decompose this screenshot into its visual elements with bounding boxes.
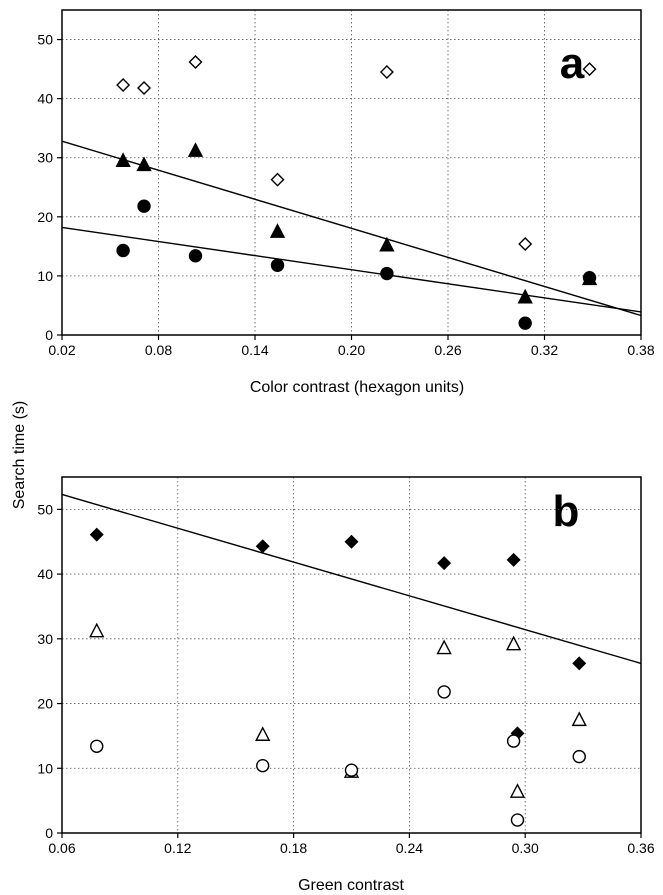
chart-panel-a: a Color contrast (hexagon units) 0.02 0.0… — [37, 9, 655, 396]
panel-b-point-triangle — [505, 635, 522, 651]
panel-a-point-circle — [582, 270, 597, 285]
panel-b-point-diamond — [255, 539, 270, 554]
panel-a-point-triangle — [136, 156, 152, 172]
panel-a-point-circle — [116, 243, 130, 258]
panel-b-x-tick-label: 0.12 — [164, 840, 191, 856]
panel-a-point-triangle — [269, 223, 286, 238]
panel-a-y-tick-label: 40 — [37, 91, 53, 107]
panel-a-point-diamond — [270, 172, 285, 187]
panel-b-x-tick-label: 0.18 — [280, 840, 307, 856]
panel-a-x-tick-label: 0.14 — [241, 342, 268, 358]
panel-a-point-circle — [137, 199, 151, 213]
panel-b-x-axis-label: Green contrast — [298, 877, 404, 894]
panel-b-y-tick-label: 30 — [37, 631, 53, 647]
panel-a-point-triangle — [379, 236, 395, 252]
panel-b-point-triangle — [571, 711, 587, 727]
panel-a-point-circle — [380, 266, 394, 281]
panel-a-point-triangle — [187, 142, 204, 157]
panel-a-y-tick-label: 20 — [37, 209, 53, 225]
panel-b-point-circle — [572, 749, 586, 764]
panel-b-y-tick-label: 40 — [37, 566, 53, 582]
panel-a-point-diamond — [379, 65, 394, 80]
panel-a-point-diamond — [188, 55, 203, 69]
panel-b-point-circle — [90, 739, 104, 753]
panel-b-y-tick-label: 10 — [37, 760, 53, 776]
panel-b-point-triangle — [509, 783, 526, 798]
panel-b-y-tick-label: 20 — [37, 696, 53, 712]
panel-a-y-tick-label: 50 — [37, 32, 53, 48]
panel-a-y-tick-label: 0 — [45, 327, 53, 343]
panel-a-y-tick-label: 10 — [37, 268, 53, 284]
panel-a-point-diamond — [518, 237, 533, 251]
chart-panel-b: b Green contrast 0.06 0.12 0.18 0.24 0.30 0.3… — [37, 476, 655, 894]
panel-b-x-tick-label: 0.24 — [396, 840, 423, 856]
panel-a-point-diamond — [116, 78, 131, 93]
panel-a-x-tick-label: 0.26 — [434, 342, 461, 358]
y-axis-label: Search time (s) — [11, 401, 28, 509]
panel-b-point-circle — [344, 763, 359, 777]
panel-b-point-diamond — [89, 527, 104, 542]
panel-b-label: b — [553, 487, 580, 536]
panel-a-point-diamond — [582, 62, 597, 77]
panel-b-point-triangle — [255, 726, 271, 741]
panel-a-point-triangle — [115, 152, 131, 167]
panel-a-x-axis-label: Color contrast (hexagon units) — [250, 379, 464, 396]
panel-a-point-circle — [270, 258, 285, 272]
panel-b-y-tick-label: 0 — [45, 825, 53, 841]
panel-b-point-diamond — [572, 656, 587, 671]
panel-a-point-circle — [518, 316, 532, 330]
panel-b-point-circle — [256, 758, 270, 773]
panel-b-point-diamond — [506, 552, 521, 567]
panel-a-y-tick-label: 30 — [37, 150, 53, 166]
panel-b-x-tick-label: 0.36 — [627, 840, 654, 856]
panel-b-point-triangle — [89, 622, 105, 638]
panel-a-x-tick-label: 0.08 — [145, 342, 172, 358]
panel-b-point-diamond — [344, 534, 359, 549]
panel-a-point-circle — [188, 249, 203, 263]
panel-b-point-triangle — [436, 639, 452, 655]
panel-a-point-diamond — [137, 81, 152, 95]
panel-b-plot-frame — [61, 476, 642, 834]
panel-a-x-tick-label: 0.20 — [338, 342, 365, 358]
panel-a-x-tick-label: 0.02 — [48, 342, 75, 358]
panel-b-y-tick-label: 50 — [37, 501, 53, 517]
panel-a-trend-line — [61, 226, 642, 313]
panel-b-point-circle — [437, 685, 451, 699]
panel-b-point-circle — [506, 734, 521, 748]
panel-a-label: a — [560, 39, 585, 88]
panel-a-trend-line — [61, 140, 642, 317]
panel-b-x-tick-label: 0.06 — [48, 840, 75, 856]
panel-b-point-circle — [510, 813, 525, 827]
panel-b-x-tick-label: 0.30 — [512, 840, 539, 856]
panel-a-point-triangle — [517, 288, 533, 304]
panel-a-x-tick-label: 0.38 — [627, 342, 654, 358]
panel-b-trend-line — [61, 493, 642, 665]
panel-b-point-diamond — [437, 556, 452, 571]
panel-a-x-tick-label: 0.32 — [531, 342, 558, 358]
